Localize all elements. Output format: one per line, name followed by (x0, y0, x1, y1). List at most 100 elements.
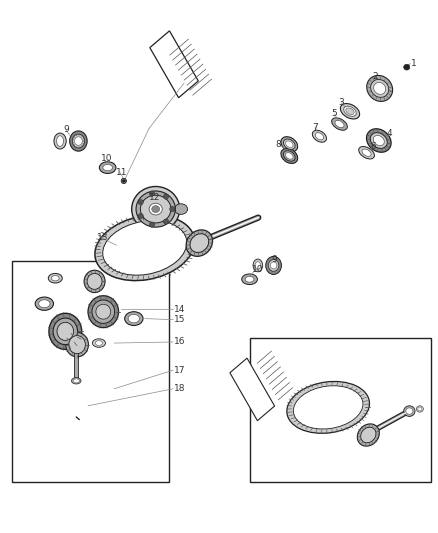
Ellipse shape (48, 273, 62, 283)
Ellipse shape (253, 259, 263, 272)
Ellipse shape (186, 230, 212, 256)
Ellipse shape (103, 165, 113, 171)
Ellipse shape (332, 118, 347, 130)
Ellipse shape (149, 191, 155, 196)
Ellipse shape (374, 83, 386, 94)
Ellipse shape (335, 120, 344, 128)
Ellipse shape (49, 313, 81, 350)
Bar (230, 358, 275, 421)
Ellipse shape (357, 424, 379, 446)
Ellipse shape (270, 262, 277, 269)
Ellipse shape (95, 215, 194, 280)
Ellipse shape (141, 195, 171, 223)
Ellipse shape (360, 427, 376, 443)
Ellipse shape (57, 322, 74, 341)
Text: 17: 17 (174, 366, 186, 375)
Ellipse shape (163, 219, 169, 224)
Ellipse shape (95, 341, 102, 345)
Ellipse shape (373, 135, 384, 146)
Ellipse shape (149, 222, 155, 227)
Bar (12, 261, 169, 482)
Ellipse shape (371, 79, 389, 98)
Ellipse shape (74, 137, 82, 146)
Ellipse shape (35, 297, 53, 310)
Ellipse shape (103, 221, 187, 275)
Ellipse shape (125, 312, 143, 326)
Ellipse shape (418, 407, 422, 411)
Ellipse shape (293, 386, 363, 429)
Ellipse shape (287, 382, 370, 433)
Ellipse shape (286, 141, 293, 148)
Ellipse shape (149, 203, 162, 215)
Text: 10: 10 (252, 265, 264, 274)
Ellipse shape (92, 339, 106, 348)
Ellipse shape (128, 314, 140, 323)
Text: 14: 14 (174, 304, 185, 313)
Ellipse shape (315, 133, 324, 140)
Ellipse shape (122, 180, 125, 182)
Ellipse shape (70, 131, 87, 151)
Ellipse shape (71, 377, 81, 384)
Text: 15: 15 (174, 315, 186, 324)
Text: 13: 13 (97, 233, 108, 242)
Ellipse shape (268, 260, 279, 271)
Ellipse shape (39, 300, 50, 308)
Text: 9: 9 (63, 125, 69, 134)
Text: 16: 16 (174, 337, 186, 346)
Ellipse shape (96, 304, 111, 319)
Text: 12: 12 (149, 193, 160, 202)
Ellipse shape (245, 276, 254, 282)
Ellipse shape (132, 187, 180, 232)
Ellipse shape (283, 139, 295, 149)
Text: 6: 6 (371, 142, 376, 151)
Ellipse shape (362, 149, 371, 156)
Ellipse shape (54, 133, 66, 149)
Bar (150, 31, 198, 98)
Ellipse shape (69, 336, 85, 354)
Ellipse shape (88, 296, 119, 328)
Ellipse shape (406, 408, 413, 414)
Text: 2: 2 (373, 72, 378, 81)
Ellipse shape (73, 379, 79, 383)
Ellipse shape (92, 300, 115, 324)
Ellipse shape (138, 213, 143, 219)
Ellipse shape (121, 178, 127, 183)
Ellipse shape (281, 136, 298, 152)
Ellipse shape (371, 133, 387, 148)
Text: 18: 18 (174, 384, 186, 393)
Ellipse shape (404, 64, 410, 70)
Text: 10: 10 (101, 154, 113, 163)
Ellipse shape (87, 273, 102, 289)
Ellipse shape (312, 130, 326, 142)
Ellipse shape (163, 194, 169, 199)
Ellipse shape (53, 318, 78, 345)
Ellipse shape (138, 199, 143, 205)
Text: 9: 9 (272, 255, 277, 263)
Ellipse shape (99, 162, 116, 173)
Ellipse shape (84, 270, 105, 293)
Bar (74, 345, 78, 381)
Ellipse shape (346, 108, 354, 115)
Ellipse shape (136, 191, 175, 227)
Text: 7: 7 (312, 123, 318, 132)
Ellipse shape (174, 204, 187, 214)
Text: 1: 1 (411, 59, 417, 68)
Ellipse shape (283, 151, 295, 161)
Text: 4: 4 (387, 129, 392, 138)
Ellipse shape (281, 148, 298, 164)
Ellipse shape (57, 136, 64, 147)
Ellipse shape (266, 256, 282, 274)
Ellipse shape (367, 129, 391, 152)
Text: 8: 8 (276, 140, 282, 149)
Ellipse shape (72, 134, 85, 148)
Ellipse shape (190, 234, 209, 253)
Ellipse shape (344, 106, 356, 116)
Ellipse shape (286, 152, 293, 159)
Ellipse shape (404, 406, 415, 416)
Ellipse shape (170, 206, 175, 212)
Bar (250, 338, 431, 482)
Ellipse shape (417, 406, 424, 412)
Ellipse shape (340, 103, 360, 119)
Ellipse shape (51, 276, 59, 281)
Ellipse shape (66, 333, 88, 357)
